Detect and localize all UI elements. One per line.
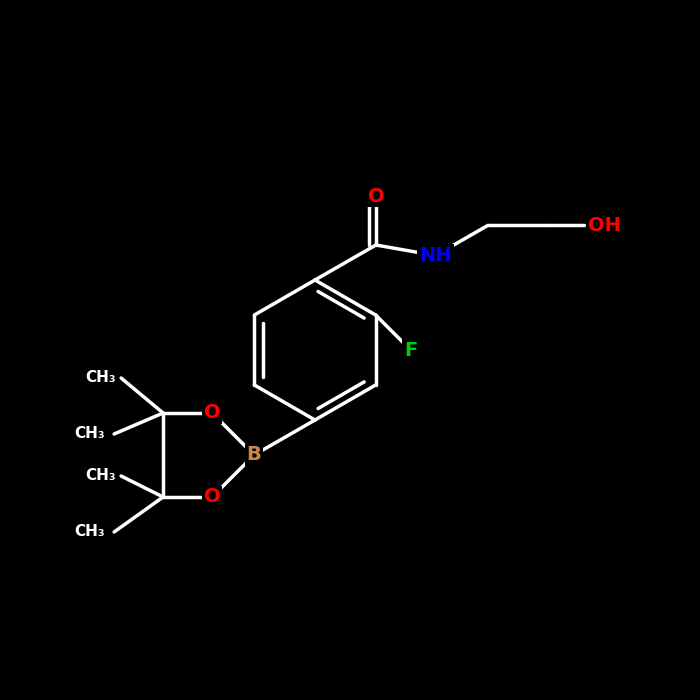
Text: O: O — [368, 186, 384, 206]
Text: O: O — [204, 487, 220, 507]
Text: OH: OH — [589, 216, 621, 235]
Text: NH: NH — [419, 246, 452, 265]
Text: O: O — [204, 403, 220, 423]
Text: CH₃: CH₃ — [85, 468, 116, 484]
Text: CH₃: CH₃ — [74, 524, 105, 540]
Text: CH₃: CH₃ — [85, 370, 116, 386]
Text: B: B — [246, 445, 262, 465]
Text: F: F — [404, 340, 417, 360]
Text: CH₃: CH₃ — [74, 426, 105, 442]
